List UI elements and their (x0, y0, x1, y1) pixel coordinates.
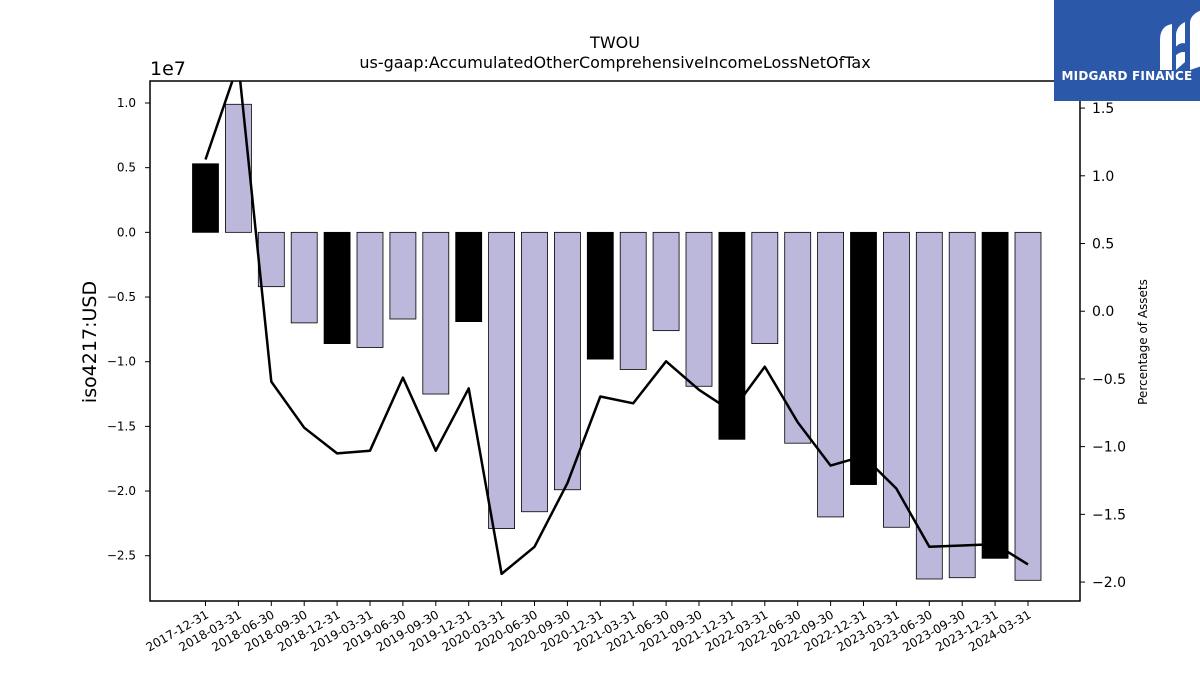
y-tick-label: 0.0 (117, 225, 136, 239)
bar-2017-12-31 (192, 163, 219, 233)
y2-tick-label: −0.5 (1092, 372, 1126, 388)
y-axis-label: iso4217:USD (79, 281, 101, 403)
bar-2021-09-30 (685, 231, 713, 387)
y2-tick-label: −2.0 (1092, 575, 1126, 591)
bar-2018-09-30 (290, 231, 318, 324)
bar-2022-06-30 (784, 231, 812, 444)
bar-2018-06-30 (257, 231, 285, 288)
bar-2022-03-31 (751, 231, 779, 344)
bar-2023-12-31 (981, 231, 1009, 559)
bar-2022-12-31 (850, 231, 877, 485)
chart-title: TWOU (589, 33, 640, 52)
y-tick-label: −1.5 (107, 419, 136, 433)
bar-2018-12-31 (323, 231, 351, 344)
y-tick-label: −0.5 (107, 290, 136, 304)
x-ticks-group: 2017-12-312018-03-312018-06-302018-09-30… (144, 601, 1034, 654)
bar-2021-12-31 (718, 231, 746, 440)
bar-2019-03-31 (356, 231, 384, 348)
bar-2019-09-30 (422, 231, 450, 395)
y2-tick-label: 0.5 (1092, 237, 1114, 253)
brand-logo-icon (1160, 10, 1200, 70)
y-ticks-group: −2.5 −2.0 −1.5 −1.0 −0.5 0.0 0.5 1.0 (107, 96, 150, 563)
y2-tick-label: −1.0 (1092, 440, 1126, 456)
y2-tick-label: −1.5 (1092, 507, 1126, 523)
y-tick-label: −1.0 (107, 355, 136, 369)
y-tick-label: 0.5 (117, 161, 136, 175)
bar-2021-03-31 (619, 231, 647, 370)
bar-2020-06-30 (521, 231, 548, 513)
y2-tick-label: 0.0 (1092, 304, 1114, 320)
y-tick-label: −2.5 (107, 549, 136, 563)
bar-2023-09-30 (948, 231, 976, 579)
line-group (204, 81, 1029, 576)
y-tick-label: −2.0 (107, 484, 136, 498)
y-tick-label: 1.0 (117, 96, 136, 110)
bar-2023-06-30 (915, 231, 943, 580)
brand-name: MIDGARD FINANCE (1061, 69, 1193, 83)
percentage-of-assets-line (204, 81, 1029, 576)
bar-2019-12-31 (455, 231, 483, 322)
bar-2024-03-31 (1014, 231, 1042, 581)
y2-ticks-group: −2.0 −1.5 −1.0 −0.5 0.0 0.5 1.0 1.5 (1080, 101, 1126, 591)
bar-2023-03-31 (883, 231, 910, 528)
y2-tick-label: 1.0 (1092, 169, 1114, 185)
y-offset-label: 1e7 (150, 58, 186, 80)
bar-2022-09-30 (817, 231, 844, 518)
chart-subtitle: us-gaap:AccumulatedOtherComprehensiveInc… (359, 53, 870, 72)
bar-2020-03-31 (488, 231, 516, 529)
bar-2020-09-30 (554, 231, 581, 491)
brand-logo: MIDGARD FINANCE (1054, 0, 1200, 101)
plot-frame (149, 80, 1081, 602)
bar-2018-03-31 (224, 103, 252, 233)
bars-group (192, 103, 1042, 581)
y2-tick-label: 1.5 (1092, 101, 1114, 117)
bar-2020-12-31 (586, 231, 614, 360)
bar-2019-06-30 (389, 231, 417, 320)
y2-axis-label: Percentage of Assets (1136, 279, 1150, 405)
bar-2021-06-30 (652, 231, 680, 332)
